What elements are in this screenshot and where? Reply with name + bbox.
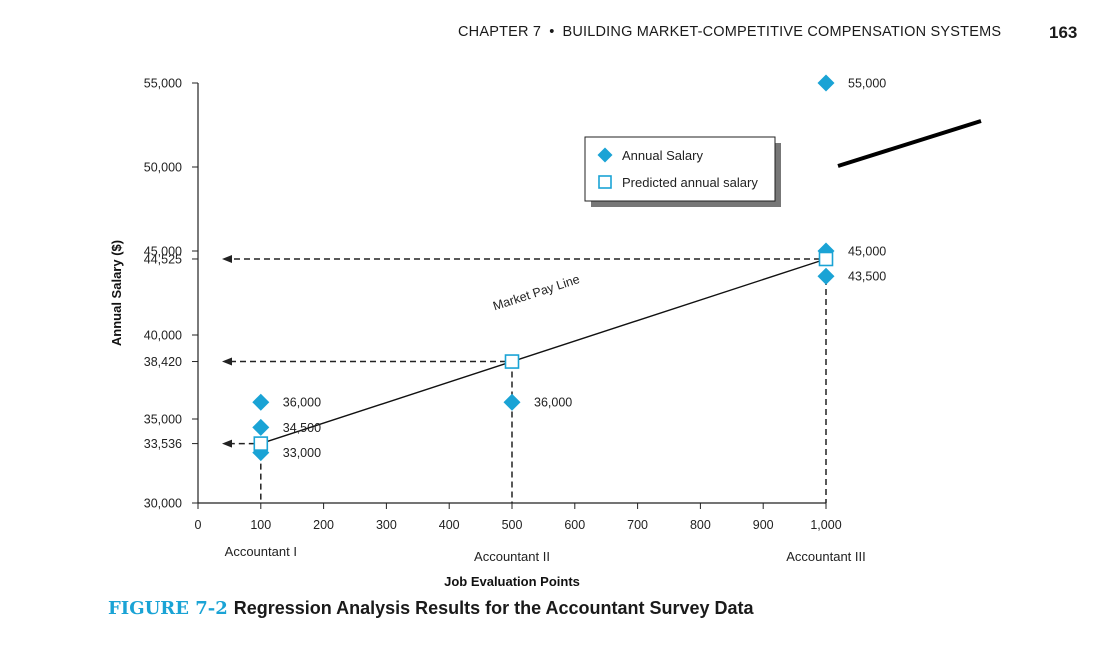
data-label: 36,000	[534, 396, 572, 410]
y-tick-label: 45,000	[144, 245, 182, 259]
y-tick-label: 55,000	[144, 77, 182, 91]
x-tick-label: 100	[250, 518, 271, 532]
chapter-number: CHAPTER 7	[458, 24, 542, 40]
legend-square-swatch	[598, 175, 612, 189]
y-tick-label: 40,000	[144, 329, 182, 343]
y-axis-title: Annual Salary ($)	[109, 240, 124, 346]
annual-salary-point	[817, 74, 835, 92]
axes-layer	[192, 82, 827, 509]
legend-diamond-swatch	[597, 147, 613, 163]
legend-layer	[584, 136, 781, 207]
x-tick-label: 300	[376, 518, 397, 532]
data-label: 55,000	[848, 77, 886, 91]
marks-layer	[252, 74, 835, 462]
data-label: 45,000	[848, 245, 886, 259]
predicted-salary-point	[504, 354, 520, 369]
x-tick-label: 600	[564, 518, 585, 532]
x-axis-title: Job Evaluation Points	[444, 574, 580, 589]
category-label: Accountant II	[474, 549, 550, 564]
predicted-salary-point	[818, 251, 834, 267]
page-number: 163	[1049, 23, 1078, 42]
legend-box	[584, 136, 776, 202]
x-tick-label: 0	[195, 518, 202, 532]
data-label: 33,000	[283, 446, 321, 460]
y-tick-label: 50,000	[144, 161, 182, 175]
data-label: 43,500	[848, 270, 886, 284]
data-label: 34,500	[283, 421, 321, 435]
data-label: 36,000	[283, 396, 321, 410]
chapter-title: BUILDING MARKET-COMPETITIVE COMPENSATION…	[562, 24, 1002, 40]
x-tick-label: 900	[753, 518, 774, 532]
guide-arrowhead	[222, 254, 232, 263]
annual-salary-point	[252, 418, 270, 436]
market-pay-line-label: Market Pay Line	[491, 272, 581, 313]
x-tick-label: 400	[439, 518, 460, 532]
y-tick-label: 35,000	[144, 413, 182, 427]
figure-title: Regression Analysis Results for the Acco…	[233, 598, 754, 618]
annual-salary-point	[817, 267, 835, 285]
x-tick-label: 800	[690, 518, 711, 532]
x-tick-label: 1,000	[810, 518, 841, 532]
guide-arrowhead	[222, 439, 232, 448]
header-bullet: •	[549, 24, 555, 40]
figure-label: FIGURE 7-2	[108, 598, 228, 619]
x-tick-label: 500	[502, 518, 523, 532]
category-label: Accountant III	[786, 549, 866, 564]
x-tick-label: 700	[627, 518, 648, 532]
guide-arrowhead	[222, 357, 232, 366]
y-tick-label: 44,525	[144, 252, 182, 266]
predicted-salary-point	[253, 436, 269, 451]
y-tick-label: 30,000	[144, 497, 182, 511]
legend-label: Annual Salary	[622, 148, 703, 163]
text-layer: 0 100 200 300 400 500 600 700 800 900 1,000 30,000 3…	[109, 77, 886, 590]
annual-salary-point	[252, 393, 270, 411]
annual-salary-point	[503, 393, 521, 411]
category-label: Accountant I	[225, 544, 297, 559]
guide-lines-layer	[222, 254, 827, 503]
market-pay-line	[260, 258, 827, 445]
y-tick-label: 33,536	[144, 437, 182, 451]
y-tick-label: 38,420	[144, 355, 182, 369]
legend-label: Predicted annual salary	[622, 175, 758, 190]
regression-layer	[260, 258, 827, 445]
figure-caption: FIGURE 7-2 Regression Analysis Results fo…	[108, 598, 754, 619]
decorative-stroke	[837, 119, 982, 168]
running-head: CHAPTER 7 • BUILDING MARKET-COMPETITIVE CO…	[458, 24, 1001, 40]
x-tick-label: 200	[313, 518, 334, 532]
